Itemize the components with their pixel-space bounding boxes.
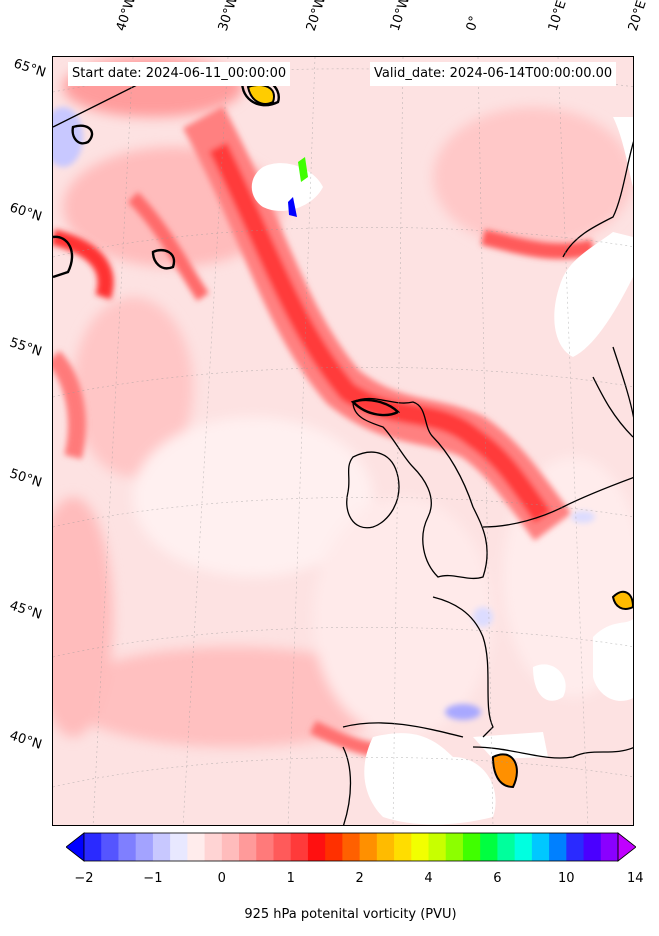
colorbar-bin	[118, 833, 137, 861]
colorbar-bin	[376, 833, 395, 861]
colorbar-bin	[239, 833, 257, 861]
colorbar-bin	[135, 833, 154, 861]
colorbar-bin	[170, 833, 188, 861]
colorbar-tick-label: 0	[217, 871, 226, 886]
colorbar-bin	[462, 833, 481, 861]
colorbar-bin	[566, 833, 585, 861]
colorbar	[66, 832, 636, 862]
colorbar-bin	[600, 833, 619, 861]
lon-label-0: 0°	[463, 14, 483, 33]
colorbar-bin	[290, 833, 309, 861]
colorbar-bin	[307, 833, 326, 861]
colorbar-tick-label: 4	[424, 871, 433, 886]
colorbar-bin	[497, 833, 516, 861]
colorbar-extend-max	[617, 832, 636, 862]
colorbar-bin	[549, 833, 567, 861]
colorbar-label: 925 hPa potenital vorticity (PVU)	[244, 907, 457, 922]
colorbar-bin	[204, 833, 223, 861]
colorbar-bin	[101, 833, 119, 861]
lat-label-50n: 50°N	[7, 466, 44, 491]
start-date-label: Start date: 2024-06-11_00:00:00	[68, 62, 291, 86]
lon-label-20e: 20°E	[625, 0, 650, 34]
colorbar-bin	[273, 833, 292, 861]
colorbar-bin	[325, 833, 343, 861]
colorbar-frame	[83, 832, 619, 862]
colorbar-bin	[531, 833, 550, 861]
lat-label-45n: 45°N	[7, 598, 44, 623]
colorbar-bin	[187, 833, 206, 861]
colorbar-bin	[84, 833, 102, 861]
colorbar-bin	[221, 833, 240, 861]
colorbar-bin	[583, 833, 602, 861]
lon-label-30w: 30°W	[215, 0, 242, 33]
colorbar-bin	[359, 833, 378, 861]
colorbar-bin	[480, 833, 498, 861]
lon-label-10w: 10°W	[387, 0, 414, 33]
pv-contour-map	[53, 57, 633, 825]
lat-label-65n: 65°N	[11, 56, 48, 81]
colorbar-bin	[411, 833, 430, 861]
colorbar-extend-min	[66, 832, 85, 862]
valid-date-label: Valid_date: 2024-06-14T00:00:00.00	[370, 62, 617, 86]
lon-label-20w: 20°W	[303, 0, 330, 33]
lat-label-60n: 60°N	[7, 200, 44, 225]
colorbar-bin	[152, 833, 171, 861]
colorbar-bin	[445, 833, 464, 861]
lon-label-10e: 10°E	[545, 0, 570, 34]
lon-label-40w: 40°W	[113, 0, 140, 33]
colorbar-bin	[342, 833, 361, 861]
colorbar-tick-label: 2	[355, 871, 364, 886]
colorbar-tick-label: −2	[74, 871, 94, 886]
colorbar-tick-label: 6	[493, 871, 502, 886]
colorbar-bin	[428, 833, 447, 861]
colorbar-bin	[514, 833, 533, 861]
colorbar-tick-label: 1	[286, 871, 295, 886]
colorbar-bin	[394, 833, 412, 861]
lat-label-55n: 55°N	[7, 335, 44, 360]
colorbar-tick-label: 10	[558, 871, 575, 886]
colorbar-bin	[256, 833, 274, 861]
colorbar-tick-label: −1	[143, 871, 163, 886]
map-panel	[52, 56, 634, 826]
colorbar-tick-label: 14	[626, 871, 644, 886]
lat-label-40n: 40°N	[7, 728, 44, 753]
